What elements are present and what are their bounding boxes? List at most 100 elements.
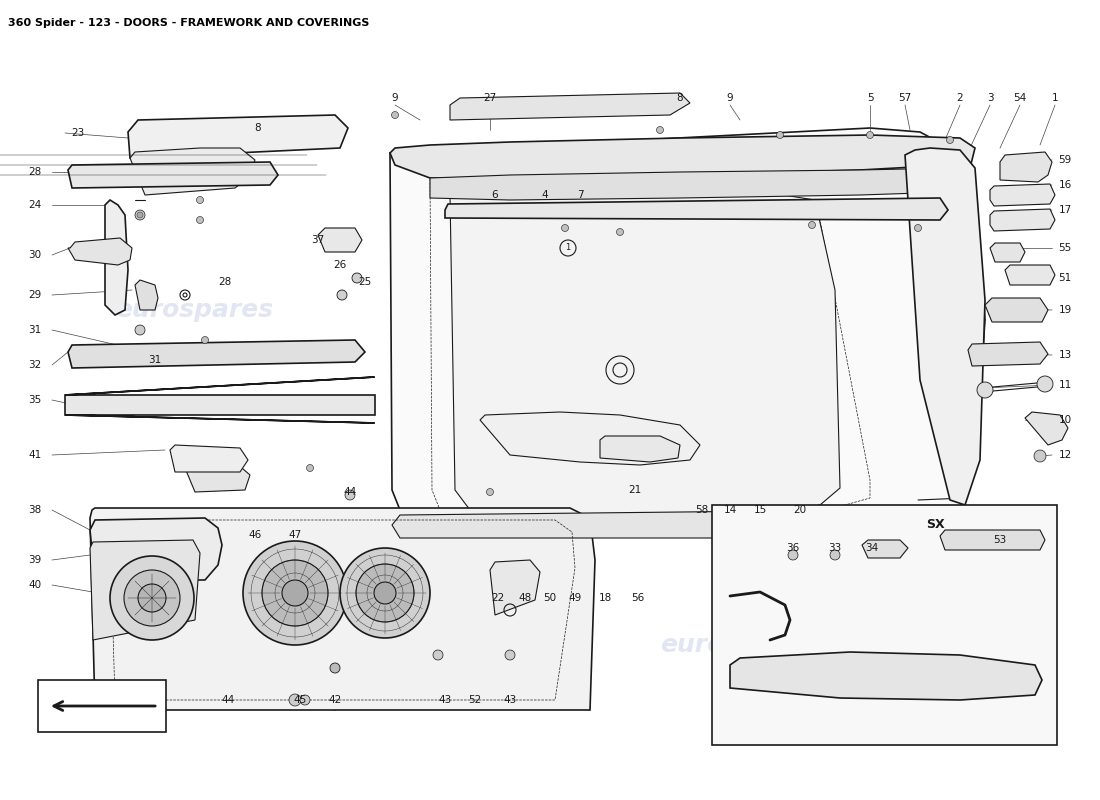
Text: 30: 30 (29, 250, 42, 260)
Text: 19: 19 (1058, 305, 1071, 315)
Text: 20: 20 (793, 505, 806, 515)
Circle shape (561, 225, 569, 231)
Circle shape (777, 131, 783, 138)
Text: 23: 23 (72, 128, 85, 138)
Text: 47: 47 (288, 530, 301, 540)
Circle shape (135, 210, 145, 220)
Circle shape (124, 570, 180, 626)
Bar (712, 505, 1057, 745)
Text: eurospares: eurospares (660, 633, 818, 657)
Polygon shape (446, 198, 948, 220)
Text: 58: 58 (695, 505, 708, 515)
Text: 29: 29 (29, 290, 42, 300)
Polygon shape (1005, 265, 1055, 285)
Text: 54: 54 (1013, 93, 1026, 103)
Text: 49: 49 (569, 593, 582, 603)
Text: 6: 6 (492, 190, 498, 200)
Text: 33: 33 (828, 543, 842, 553)
Circle shape (505, 650, 515, 660)
Polygon shape (990, 209, 1055, 231)
Circle shape (300, 695, 310, 705)
Circle shape (657, 126, 663, 134)
Polygon shape (480, 412, 700, 465)
Text: 26: 26 (333, 260, 346, 270)
Text: 18: 18 (598, 593, 612, 603)
Text: 34: 34 (866, 543, 879, 553)
Text: 59: 59 (1058, 155, 1071, 165)
Text: 27: 27 (483, 93, 496, 103)
Polygon shape (65, 377, 375, 423)
Text: SX: SX (926, 518, 944, 531)
Circle shape (830, 550, 840, 560)
Polygon shape (450, 93, 690, 120)
Polygon shape (1000, 152, 1052, 182)
Circle shape (1037, 376, 1053, 392)
Text: 35: 35 (29, 395, 42, 405)
Text: 24: 24 (29, 200, 42, 210)
Text: 55: 55 (1058, 243, 1071, 253)
Text: 10: 10 (1058, 415, 1071, 425)
Polygon shape (185, 462, 250, 492)
Text: 57: 57 (899, 93, 912, 103)
Polygon shape (600, 436, 680, 462)
Circle shape (197, 197, 204, 203)
Text: 44: 44 (221, 695, 234, 705)
Circle shape (867, 131, 873, 138)
Polygon shape (905, 148, 984, 505)
Polygon shape (68, 238, 132, 265)
Polygon shape (990, 243, 1025, 262)
Text: 52: 52 (469, 695, 482, 705)
Circle shape (914, 225, 922, 231)
Polygon shape (862, 540, 907, 558)
Circle shape (110, 556, 194, 640)
Circle shape (788, 550, 798, 560)
Text: 16: 16 (1058, 180, 1071, 190)
Text: 5: 5 (867, 93, 873, 103)
Text: 45: 45 (294, 695, 307, 705)
Polygon shape (450, 180, 840, 523)
Circle shape (282, 580, 308, 606)
Text: 21: 21 (628, 485, 641, 495)
Text: 1: 1 (565, 243, 571, 253)
Text: 7: 7 (576, 190, 583, 200)
Text: 28: 28 (219, 277, 232, 287)
Text: 46: 46 (249, 530, 262, 540)
Circle shape (340, 548, 430, 638)
Bar (39, 680, 166, 732)
Circle shape (345, 490, 355, 500)
Polygon shape (730, 652, 1042, 700)
Circle shape (486, 489, 494, 495)
Circle shape (289, 694, 301, 706)
Text: 360 Spider - 123 - DOORS - FRAMEWORK AND COVERINGS: 360 Spider - 123 - DOORS - FRAMEWORK AND… (8, 18, 370, 28)
Circle shape (262, 560, 328, 626)
Text: 15: 15 (754, 505, 767, 515)
Text: 14: 14 (724, 505, 737, 515)
Polygon shape (392, 510, 880, 538)
Polygon shape (135, 280, 158, 310)
Text: 12: 12 (1058, 450, 1071, 460)
Circle shape (946, 137, 954, 143)
Text: 25: 25 (359, 277, 372, 287)
Text: 48: 48 (518, 593, 531, 603)
Polygon shape (990, 184, 1055, 206)
Text: eurospares: eurospares (116, 298, 273, 322)
Text: 31: 31 (148, 355, 162, 365)
Circle shape (197, 217, 204, 223)
Polygon shape (390, 135, 975, 178)
Text: 13: 13 (1058, 350, 1071, 360)
Circle shape (337, 290, 346, 300)
Text: 32: 32 (29, 360, 42, 370)
Circle shape (616, 229, 624, 235)
Text: 8: 8 (676, 93, 683, 103)
Polygon shape (68, 340, 365, 368)
Circle shape (808, 222, 815, 229)
Text: 8: 8 (255, 123, 262, 133)
Circle shape (374, 582, 396, 604)
Polygon shape (90, 540, 200, 640)
Text: 3: 3 (987, 93, 993, 103)
Polygon shape (128, 115, 348, 158)
Circle shape (138, 584, 166, 612)
Text: 56: 56 (631, 593, 645, 603)
Text: 42: 42 (329, 695, 342, 705)
Polygon shape (1025, 412, 1068, 445)
